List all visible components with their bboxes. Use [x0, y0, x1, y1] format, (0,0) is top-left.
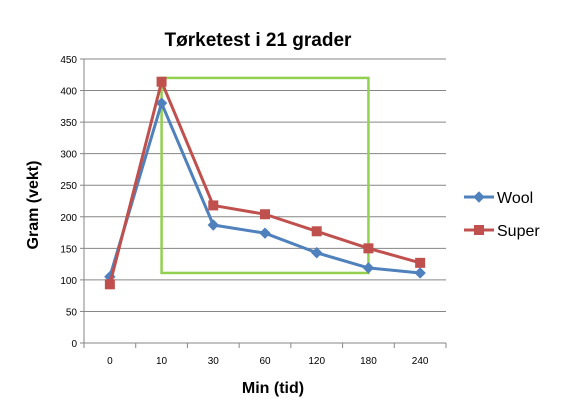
y-tick-label: 450	[60, 55, 77, 66]
legend-label: Super	[497, 223, 540, 240]
y-tick-label: 150	[60, 244, 77, 255]
y-ticks: 0 50 100 150 200 250 300 350 400 450	[60, 55, 84, 350]
data-point-super	[260, 209, 270, 220]
x-tick-label: 60	[259, 356, 271, 367]
x-tick-label: 120	[308, 356, 325, 367]
highlight-rectangle	[160, 76, 370, 275]
chart-title: Tørketest i 21 grader	[165, 30, 353, 51]
x-tick-label: 10	[156, 356, 168, 367]
series-layer	[104, 76, 426, 290]
y-tick-label: 100	[60, 276, 77, 287]
annotation-layer	[160, 76, 370, 275]
series-line-super	[108, 80, 421, 285]
x-ticks: 0 10 30 60 120 180 240	[83, 343, 447, 367]
y-tick-label: 50	[66, 307, 78, 318]
x-tick-label: 30	[208, 356, 220, 367]
data-point-wool	[362, 262, 375, 274]
legend: Wool Super	[464, 190, 540, 240]
data-point-super	[415, 257, 426, 268]
data-point-super	[156, 76, 167, 87]
y-axis-title: Gram (vekt)	[25, 161, 42, 250]
legend-marker-super	[474, 225, 484, 235]
y-tick-label: 200	[60, 213, 77, 224]
data-point-super	[208, 200, 219, 211]
data-point-wool	[414, 267, 426, 279]
data-point-wool	[155, 97, 168, 109]
y-tick-label: 250	[60, 181, 77, 192]
x-tick-label: 240	[412, 356, 429, 367]
x-axis-title: Min (tid)	[242, 380, 304, 397]
data-point-super	[311, 226, 322, 237]
x-tick-label: 0	[107, 356, 113, 367]
data-point-super	[363, 243, 374, 254]
data-point-wool	[207, 219, 219, 231]
y-tick-label: 350	[60, 118, 77, 129]
legend-marker-wool	[473, 191, 485, 203]
data-point-super	[104, 279, 115, 290]
axes	[83, 59, 446, 344]
x-tick-label: 180	[360, 356, 377, 367]
y-tick-label: 400	[60, 87, 77, 98]
grid	[84, 58, 446, 344]
data-point-wool	[259, 227, 271, 239]
data-point-wool	[311, 247, 323, 259]
y-tick-label: 0	[71, 339, 77, 350]
legend-label: Wool	[497, 190, 533, 207]
y-tick-label: 300	[60, 150, 77, 161]
